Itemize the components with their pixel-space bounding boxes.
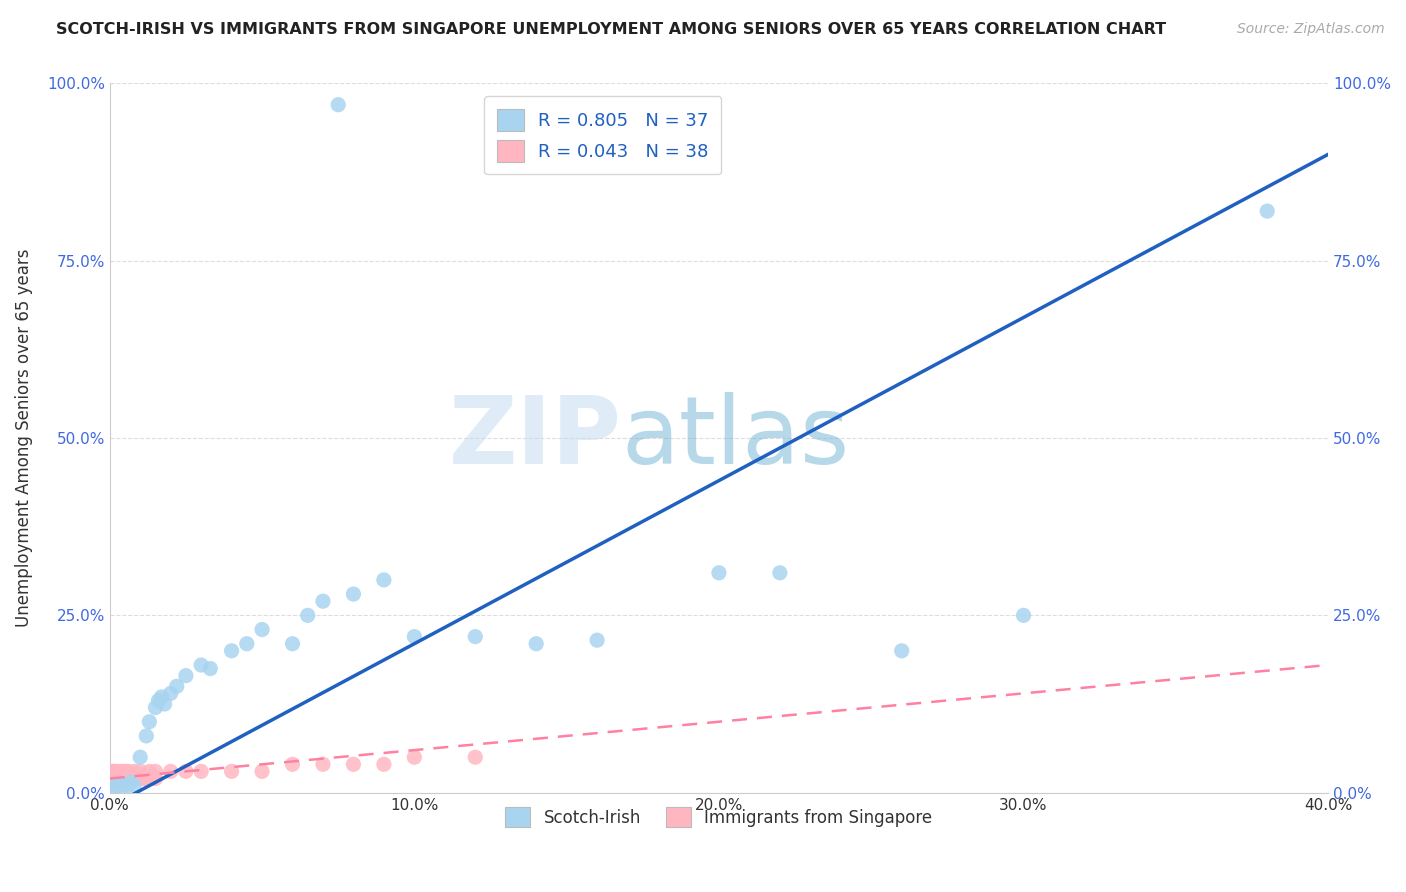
Point	[122, 764, 145, 779]
Point	[135, 772, 157, 786]
Point	[114, 777, 136, 791]
Text: ZIP: ZIP	[449, 392, 621, 484]
Point	[281, 757, 304, 772]
Point	[312, 594, 335, 608]
Point	[108, 764, 131, 779]
Point	[127, 772, 149, 786]
Point	[117, 764, 139, 779]
Point	[101, 764, 124, 779]
Point	[221, 764, 243, 779]
Point	[200, 661, 222, 675]
Point	[104, 764, 127, 779]
Point	[707, 566, 730, 580]
Point	[104, 772, 127, 786]
Point	[111, 764, 134, 779]
Point	[108, 779, 131, 793]
Point	[153, 697, 176, 711]
Point	[101, 772, 124, 786]
Point	[1256, 204, 1278, 219]
Point	[120, 775, 142, 789]
Point	[145, 764, 167, 779]
Point	[114, 772, 136, 786]
Point	[120, 772, 142, 786]
Text: atlas: atlas	[621, 392, 849, 484]
Point	[404, 750, 426, 764]
Point	[114, 772, 136, 786]
Point	[297, 608, 319, 623]
Point	[769, 566, 792, 580]
Point	[586, 633, 609, 648]
Point	[148, 693, 170, 707]
Point	[111, 780, 134, 794]
Point	[464, 630, 486, 644]
Point	[166, 679, 188, 693]
Point	[221, 644, 243, 658]
Point	[108, 772, 131, 786]
Point	[145, 700, 167, 714]
Point	[524, 637, 547, 651]
Point	[101, 782, 124, 797]
Point	[122, 779, 145, 793]
Point	[145, 772, 167, 786]
Point	[132, 772, 155, 786]
Point	[174, 668, 197, 682]
Y-axis label: Unemployment Among Seniors over 65 years: Unemployment Among Seniors over 65 years	[15, 249, 32, 627]
Point	[159, 686, 181, 700]
Point	[138, 764, 160, 779]
Point	[250, 764, 273, 779]
Point	[141, 772, 163, 786]
Point	[129, 764, 152, 779]
Point	[890, 644, 912, 658]
Point	[129, 772, 152, 786]
Point	[174, 764, 197, 779]
Point	[108, 772, 131, 786]
Point	[122, 772, 145, 786]
Point	[150, 690, 173, 704]
Point	[101, 764, 124, 779]
Point	[281, 637, 304, 651]
Point	[373, 757, 395, 772]
Point	[464, 750, 486, 764]
Point	[135, 729, 157, 743]
Point	[129, 750, 152, 764]
Text: Source: ZipAtlas.com: Source: ZipAtlas.com	[1237, 22, 1385, 37]
Point	[342, 587, 364, 601]
Point	[190, 658, 212, 673]
Point	[250, 623, 273, 637]
Point	[104, 779, 127, 793]
Point	[159, 764, 181, 779]
Point	[236, 637, 259, 651]
Point	[328, 97, 350, 112]
Point	[1012, 608, 1035, 623]
Point	[373, 573, 395, 587]
Point	[138, 714, 160, 729]
Point	[114, 764, 136, 779]
Point	[111, 772, 134, 786]
Text: SCOTCH-IRISH VS IMMIGRANTS FROM SINGAPORE UNEMPLOYMENT AMONG SENIORS OVER 65 YEA: SCOTCH-IRISH VS IMMIGRANTS FROM SINGAPOR…	[56, 22, 1167, 37]
Point	[312, 757, 335, 772]
Point	[117, 779, 139, 793]
Point	[342, 757, 364, 772]
Point	[117, 772, 139, 786]
Legend: Scotch-Irish, Immigrants from Singapore: Scotch-Irish, Immigrants from Singapore	[499, 800, 939, 834]
Point	[190, 764, 212, 779]
Point	[404, 630, 426, 644]
